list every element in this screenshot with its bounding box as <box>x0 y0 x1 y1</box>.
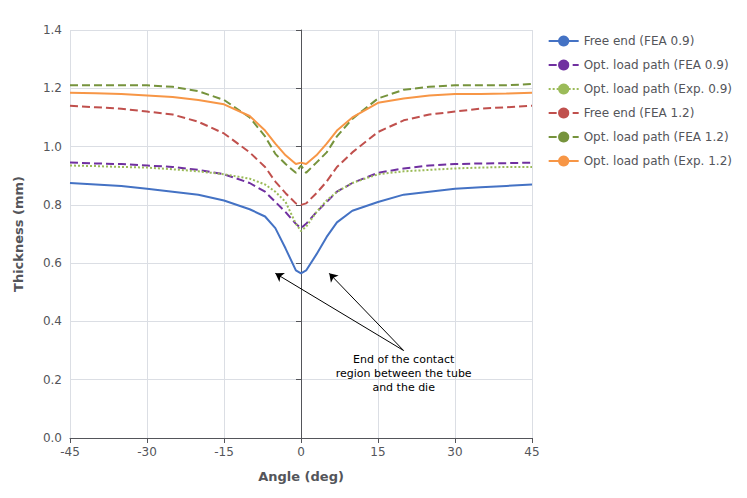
svg-text:Free end (FEA 1.2): Free end (FEA 1.2) <box>584 106 695 120</box>
svg-text:Opt. load path (FEA 1.2): Opt. load path (FEA 1.2) <box>584 130 729 144</box>
svg-text:-15: -15 <box>214 445 234 459</box>
svg-text:-30: -30 <box>137 445 157 459</box>
svg-text:region between the tube: region between the tube <box>336 367 472 380</box>
svg-text:Opt. load path (Exp. 0.9): Opt. load path (Exp. 0.9) <box>584 82 732 96</box>
svg-text:15: 15 <box>370 445 385 459</box>
svg-text:Opt. load path (FEA 0.9): Opt. load path (FEA 0.9) <box>584 58 729 72</box>
svg-text:Thickness (mm): Thickness (mm) <box>11 176 26 292</box>
svg-text:and the die: and the die <box>372 381 435 394</box>
svg-text:0: 0 <box>297 445 305 459</box>
svg-text:0.8: 0.8 <box>43 198 62 212</box>
svg-text:0.4: 0.4 <box>43 314 62 328</box>
svg-text:Opt. load path (Exp. 1.2): Opt. load path (Exp. 1.2) <box>584 154 732 168</box>
svg-text:30: 30 <box>447 445 462 459</box>
svg-text:0.0: 0.0 <box>43 431 62 445</box>
svg-text:End of the contact: End of the contact <box>353 353 455 366</box>
svg-text:Free end (FEA 0.9): Free end (FEA 0.9) <box>584 34 695 48</box>
svg-text:1.2: 1.2 <box>43 81 62 95</box>
svg-text:1.4: 1.4 <box>43 23 62 37</box>
svg-text:-45: -45 <box>60 445 80 459</box>
svg-text:0.2: 0.2 <box>43 373 62 387</box>
svg-text:Angle (deg): Angle (deg) <box>258 469 344 484</box>
svg-text:0.6: 0.6 <box>43 256 62 270</box>
svg-text:45: 45 <box>524 445 539 459</box>
svg-text:1.0: 1.0 <box>43 140 62 154</box>
